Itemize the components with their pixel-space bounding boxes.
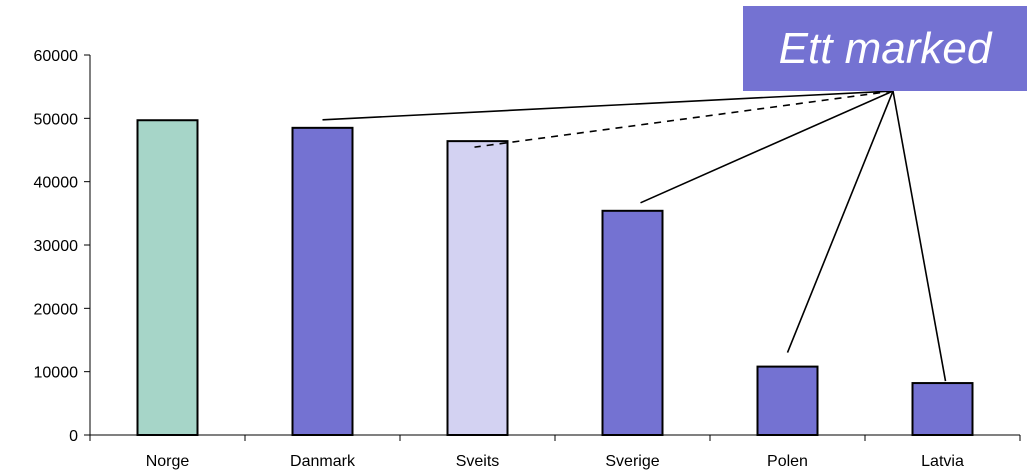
category-labels: Norge Danmark Sveits Sverige Polen Latvia [146, 453, 964, 470]
category-label: Polen [767, 453, 808, 470]
axes: 0 10000 20000 30000 40000 50000 60000 [34, 48, 1021, 445]
connector-sverige [640, 90, 894, 204]
callout-box: Ett marked [743, 6, 1027, 91]
category-label: Latvia [921, 453, 964, 470]
y-tick-label: 0 [69, 428, 78, 445]
bar-norge [136, 119, 199, 436]
bar-danmark [291, 126, 354, 436]
bar-polen [756, 365, 819, 437]
connector-latvia [892, 90, 947, 382]
connector-sveits [474, 90, 894, 148]
category-label: Norge [146, 453, 190, 470]
y-tick-label: 30000 [34, 238, 79, 255]
category-label: Danmark [290, 453, 356, 470]
y-tick-label: 50000 [34, 111, 79, 128]
category-label: Sveits [456, 453, 500, 470]
bar-sverige [601, 209, 664, 436]
category-label: Sverige [605, 453, 659, 470]
bar-latvia [911, 382, 974, 437]
bars [136, 119, 974, 437]
bar-sveits [446, 140, 509, 436]
y-tick-label: 10000 [34, 365, 79, 382]
connector-danmark [322, 90, 894, 121]
y-tick-label: 20000 [34, 301, 79, 318]
connector-polen [786, 90, 894, 353]
y-tick-label: 60000 [34, 48, 79, 65]
callout-text: Ett marked [778, 23, 992, 73]
callout-connectors [322, 90, 947, 382]
y-tick-label: 40000 [34, 175, 79, 192]
